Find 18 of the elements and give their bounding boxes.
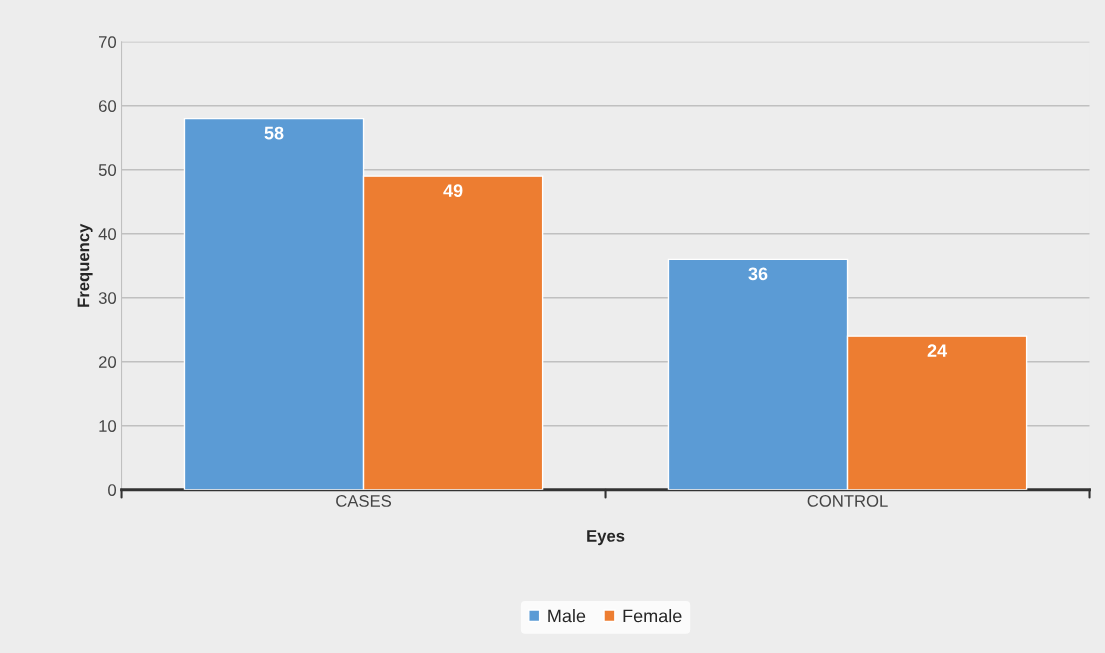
y-tick-label: 20 (98, 356, 117, 368)
data-label: 58 (264, 126, 284, 140)
y-tick-label: 50 (98, 164, 117, 176)
x-axis-title: Eyes (587, 530, 625, 546)
data-label: 49 (443, 184, 463, 198)
x-tick-label: CASES (336, 495, 392, 507)
y-tick-label: 60 (99, 100, 117, 112)
legend-label: Female (623, 609, 682, 623)
legend-label: Male (548, 609, 586, 623)
y-tick-label: 0 (108, 484, 117, 496)
y-tick-label: 30 (98, 292, 117, 304)
y-tick-label: 10 (99, 420, 117, 432)
y-tick-label: 40 (98, 228, 117, 240)
y-axis-title: Frequency (77, 223, 93, 307)
data-label: 24 (927, 344, 948, 357)
x-tick-label: CONTROL (807, 495, 888, 507)
data-label: 36 (748, 267, 768, 281)
y-tick-label: 70 (99, 36, 117, 48)
